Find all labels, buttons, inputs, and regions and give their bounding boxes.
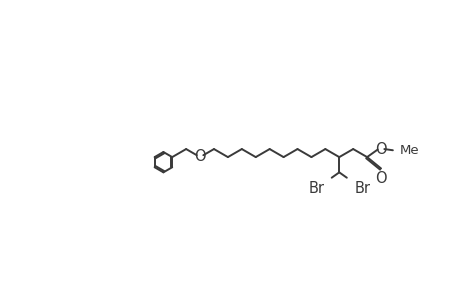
Text: O: O [194,149,206,164]
Text: O: O [375,142,386,157]
Text: Br: Br [308,182,324,196]
Text: O: O [375,171,386,186]
Text: Me: Me [398,144,418,157]
Text: Br: Br [353,182,369,196]
